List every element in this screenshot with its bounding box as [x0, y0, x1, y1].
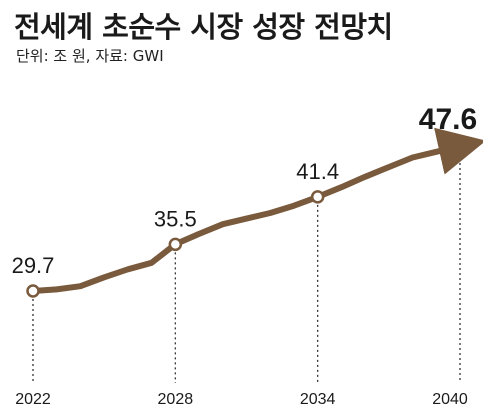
point-marker-2028 [168, 237, 183, 252]
drop-lines [32, 153, 461, 383]
point-marker-2034 [310, 190, 325, 204]
markers [26, 190, 325, 298]
x-tick-label-2040: 2040 [432, 391, 468, 408]
x-tick-label-2028: 2028 [158, 391, 194, 408]
series-line [30, 127, 483, 294]
x-tick-label-2034: 2034 [300, 391, 336, 408]
chart-subtitle: 단위: 조 원, 자료: GWI [16, 47, 164, 65]
value-labels: 29.7 35.5 41.4 47.6 [12, 103, 478, 278]
x-tick-label-2022: 2022 [15, 391, 51, 408]
point-marker-2022 [26, 284, 40, 298]
chart-title: 전세계 초순수 시장 성장 전망치 [14, 10, 393, 44]
value-label-2022: 29.7 [12, 253, 55, 278]
value-label-2040: 47.6 [419, 103, 477, 136]
value-label-2028: 35.5 [154, 206, 197, 231]
value-label-2034: 41.4 [296, 159, 339, 184]
x-tick-labels: 2022 2028 2034 2040 [15, 391, 468, 408]
